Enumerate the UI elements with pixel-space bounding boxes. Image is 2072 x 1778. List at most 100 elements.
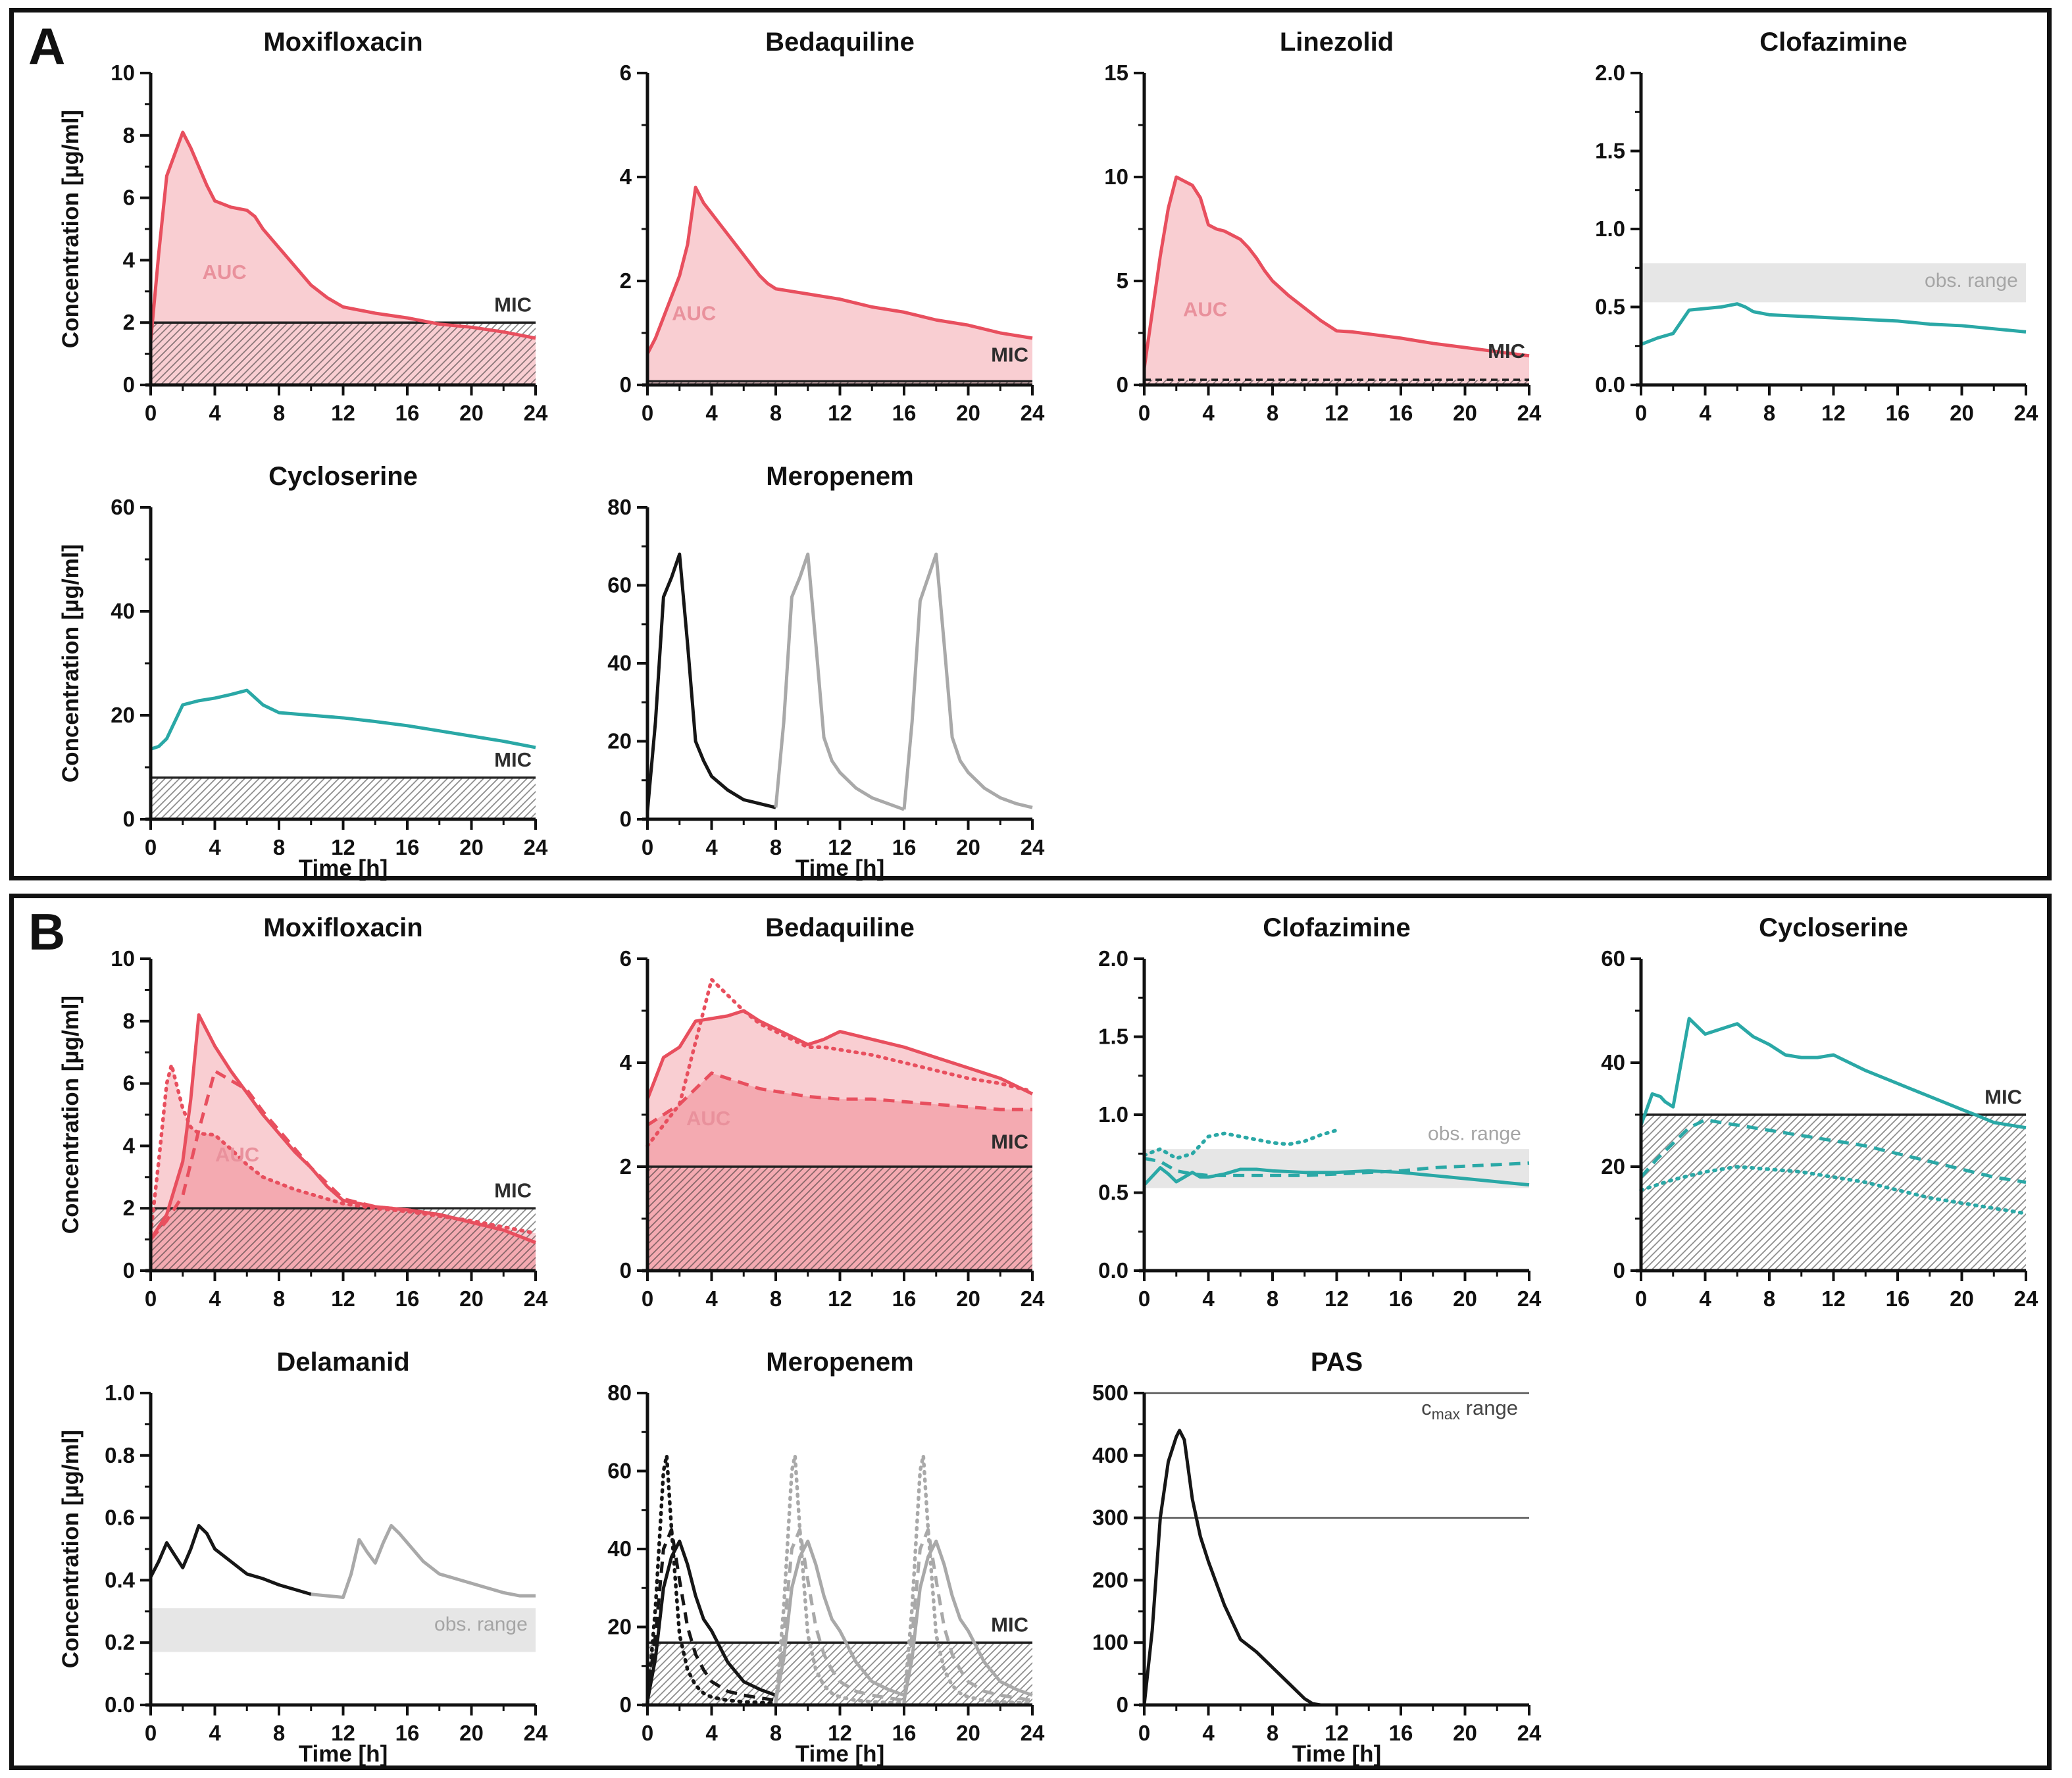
x-tick-label: 8: [770, 1721, 782, 1745]
y-tick-label: 0: [620, 1692, 632, 1717]
y-tick-label: 40: [1601, 1050, 1625, 1075]
x-tick-label: 16: [1389, 1286, 1413, 1311]
x-tick-label: 0: [1635, 401, 1647, 425]
y-tick-label: 400: [1092, 1443, 1128, 1467]
x-axis-label: Time [h]: [796, 855, 884, 881]
x-tick-label: 20: [956, 1286, 980, 1311]
x-tick-label: 16: [1886, 401, 1910, 425]
chart-title: Clofazimine: [1759, 28, 1907, 57]
chart-moxifloxacin-a: MIC AUC 0 2 4 6 8 10 0 4 8 12 16 20 24 Moxifloxacin Conc…: [52, 23, 549, 451]
y-tick-label: 40: [111, 599, 135, 623]
x-tick-label: 20: [956, 1721, 980, 1745]
panel-a-row-2: MIC 0 20 40 60 0 4 8 12 16 20 24 Cycloserine Concentr…: [52, 457, 1046, 885]
x-tick-label: 4: [705, 401, 718, 425]
obs-range-band: [1144, 1149, 1529, 1188]
x-tick-label: 12: [828, 1286, 852, 1311]
x-tick-label: 20: [956, 401, 980, 425]
series-line-meropenem-dose-1: [645, 552, 776, 812]
x-tick-label: 24: [524, 1721, 548, 1745]
x-tick-label: 8: [770, 401, 782, 425]
mic-label: MIC: [991, 1130, 1028, 1153]
x-tick-label: 12: [1821, 1286, 1846, 1311]
y-tick-label: 4: [123, 247, 136, 272]
y-tick-label: 4: [123, 1133, 136, 1157]
x-tick-label: 12: [331, 835, 355, 859]
mic-label: MIC: [494, 293, 532, 317]
y-tick-label: 6: [123, 1071, 135, 1096]
y-tick-label: 1.0: [105, 1381, 135, 1405]
chart-title: Meropenem: [766, 1348, 914, 1377]
y-tick-label: 60: [607, 573, 632, 597]
series-line-solid-variant: [1143, 1166, 1530, 1187]
mic-label: MIC: [1488, 340, 1525, 363]
annotation: AUC: [203, 261, 247, 284]
series-line-dotted-variant: [1639, 1165, 2028, 1215]
chart-svg-linA: MIC AUC 0 5 10 15 0 4 8 12 16 20 24 Linezolid: [1104, 28, 1542, 425]
series-line-dashed-variant: [1640, 1118, 2027, 1184]
x-tick-label: 12: [828, 835, 852, 859]
chart-linezolid-a: MIC AUC 0 5 10 15 0 4 8 12 16 20 24 Linezolid: [1046, 23, 1542, 451]
panel-a-label: A: [28, 17, 66, 75]
y-tick-label: 0.6: [105, 1506, 135, 1530]
mic-region: [151, 322, 536, 385]
x-tick-label: 16: [1389, 401, 1413, 425]
x-tick-label: 0: [145, 835, 157, 859]
obs-range-label: obs. range: [1925, 270, 2018, 292]
y-tick-label: 0: [620, 807, 632, 831]
y-tick-label: 2: [123, 310, 135, 334]
x-tick-label: 24: [524, 835, 548, 859]
x-tick-label: 16: [395, 835, 420, 859]
mic-region: [647, 1642, 1032, 1705]
mic-label: MIC: [991, 1613, 1028, 1637]
x-tick-label: 8: [1763, 401, 1775, 425]
series-line-dotted-variant: [645, 977, 1034, 1148]
x-tick-label: 12: [1325, 1721, 1349, 1745]
x-tick-label: 4: [209, 835, 221, 859]
y-tick-label: 0.0: [105, 1692, 135, 1717]
x-tick-label: 8: [1763, 1286, 1775, 1311]
chart-svg-pasB: cmax range 0 100 200 300 400 500 0 4 8 12 16 20 24 PAS…: [1092, 1348, 1542, 1767]
series-line-dose1-dotted: [645, 1454, 778, 1705]
x-tick-label: 16: [395, 1721, 420, 1745]
mic-region: [647, 1167, 1032, 1271]
y-tick-label: 0: [123, 807, 135, 831]
mic-label: MIC: [494, 748, 532, 771]
y-tick-label: 1.5: [1098, 1025, 1128, 1049]
x-tick-label: 16: [1389, 1721, 1413, 1745]
x-tick-label: 8: [1267, 401, 1278, 425]
x-tick-label: 8: [273, 401, 285, 425]
x-tick-label: 4: [1699, 401, 1711, 425]
x-tick-label: 16: [892, 401, 917, 425]
x-tick-label: 4: [705, 1286, 718, 1311]
mic-region: [151, 1208, 536, 1271]
x-tick-label: 12: [331, 1721, 355, 1745]
y-tick-label: 20: [1601, 1154, 1625, 1179]
mic-region: [1641, 1115, 2026, 1271]
series-line-dotted-variant: [1142, 1128, 1339, 1161]
y-tick-label: 100: [1092, 1630, 1128, 1654]
x-tick-label: 20: [1453, 1286, 1477, 1311]
y-tick-label: 1.0: [1098, 1102, 1128, 1127]
x-tick-label: 4: [705, 1721, 718, 1745]
y-tick-label: 20: [111, 703, 135, 727]
y-axis-label: Concentration [µg/ml]: [58, 110, 84, 348]
x-tick-label: 4: [705, 835, 718, 859]
y-tick-label: 2: [123, 1196, 135, 1220]
chart-bedaquiline-a: MIC AUC 0 2 4 6 0 4 8 12 16 20 24 Bedaquiline: [549, 23, 1046, 451]
x-tick-label: 20: [1453, 1721, 1477, 1745]
mic-region: [1144, 380, 1529, 385]
x-tick-label: 24: [2014, 1286, 2038, 1311]
x-tick-label: 20: [1950, 1286, 1974, 1311]
y-tick-label: 2.0: [1595, 61, 1625, 85]
y-tick-label: 200: [1092, 1567, 1128, 1592]
x-tick-label: 20: [1453, 401, 1477, 425]
x-tick-label: 24: [1517, 1286, 1542, 1311]
chart-pas-b: cmax range 0 100 200 300 400 500 0 4 8 12 16 20 24 PAS…: [1046, 1343, 1542, 1771]
series-line-cycloserine: [150, 688, 536, 751]
x-tick-label: 16: [1886, 1286, 1910, 1311]
chart-title: Delamanid: [276, 1348, 409, 1377]
x-tick-label: 4: [209, 1721, 221, 1745]
x-tick-label: 16: [395, 401, 420, 425]
y-tick-label: 0: [1117, 1692, 1128, 1717]
